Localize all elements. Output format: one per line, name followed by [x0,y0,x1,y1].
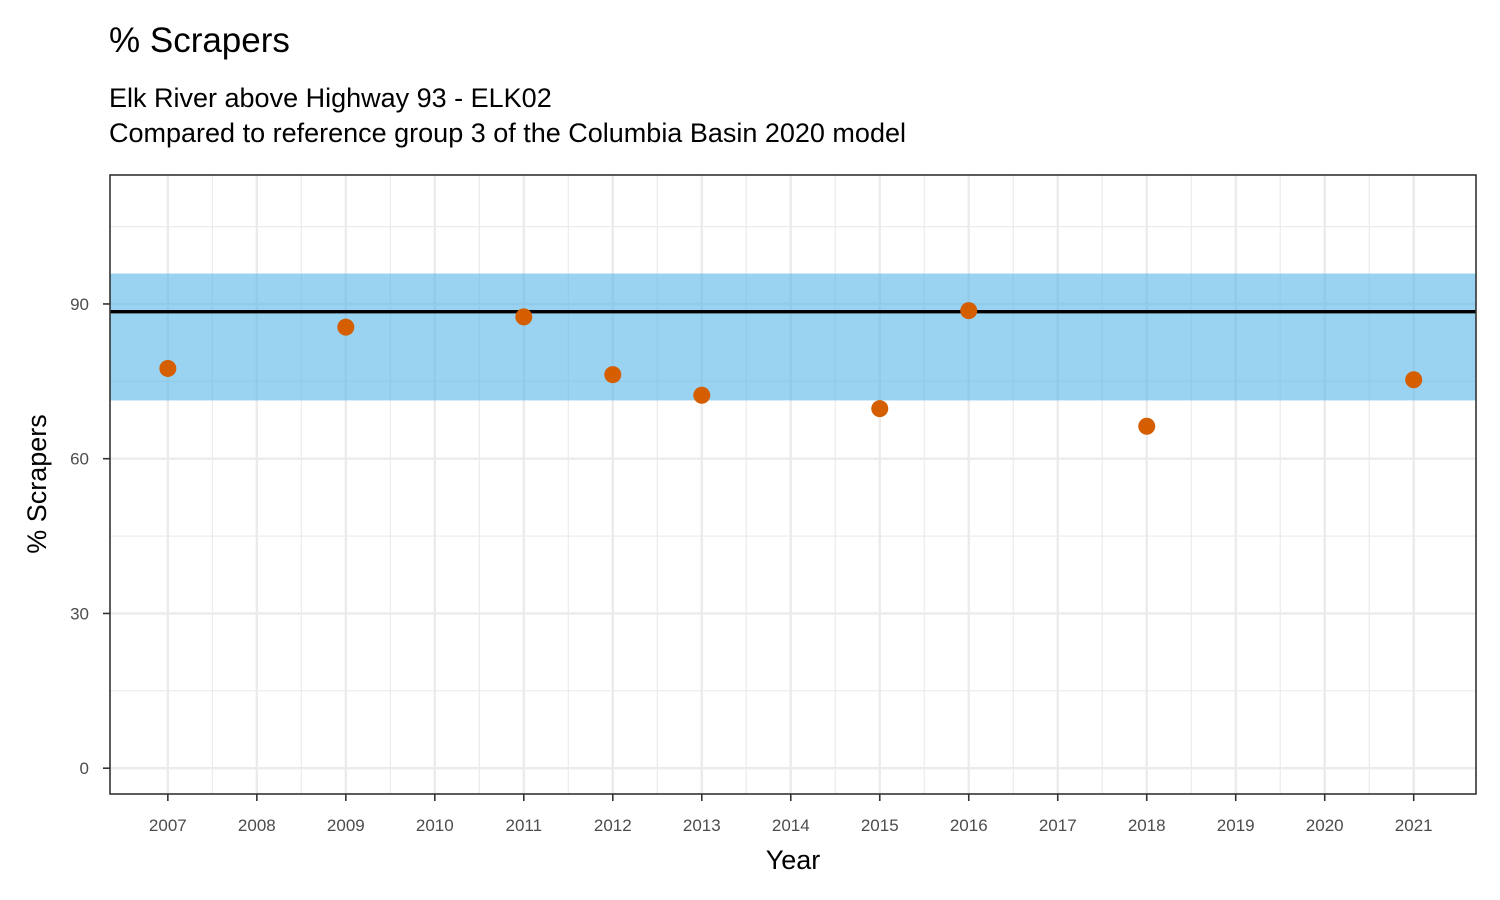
panel-background [110,175,1476,794]
x-tick-label: 2020 [1306,816,1344,835]
chart-subtitle-line-1: Elk River above Highway 93 - ELK02 [109,83,552,113]
chart-title: % Scrapers [109,21,290,60]
reference-band [110,273,1476,401]
x-tick-label: 2021 [1395,816,1433,835]
data-point [337,318,355,336]
data-point [604,366,622,384]
data-point [693,386,711,404]
chart-subtitle-line-2: Compared to reference group 3 of the Col… [109,118,906,148]
x-tick-label: 2013 [683,816,721,835]
x-tick-label: 2009 [327,816,365,835]
y-tick-label: 60 [70,450,89,469]
y-tick-label: 30 [70,604,89,623]
x-tick-label: 2010 [416,816,454,835]
x-axis-title: Year [766,845,821,875]
x-tick-label: 2008 [238,816,276,835]
x-tick-label: 2018 [1128,816,1166,835]
panel-border [109,174,1477,795]
data-point [960,302,978,320]
x-tick-label: 2007 [149,816,187,835]
y-tick-label: 90 [70,295,89,314]
data-point [1405,371,1423,389]
data-point [159,359,177,377]
y-tick-label: 0 [80,759,89,778]
x-tick-label: 2014 [772,816,810,835]
y-axis-title: % Scrapers [22,414,52,554]
plot-area: 2007 2008 2009 2010 2011 2012 2013 2014 2015 2016… [70,174,1477,835]
x-tick-label: 2015 [861,816,899,835]
x-tick-label: 2011 [506,816,543,835]
x-tick-label: 2016 [950,816,988,835]
data-point [871,400,889,418]
x-tick-label: 2017 [1039,816,1077,835]
x-tick-label: 2019 [1217,816,1255,835]
data-point [515,308,533,326]
x-tick-label: 2012 [594,816,632,835]
data-point [1138,417,1156,435]
